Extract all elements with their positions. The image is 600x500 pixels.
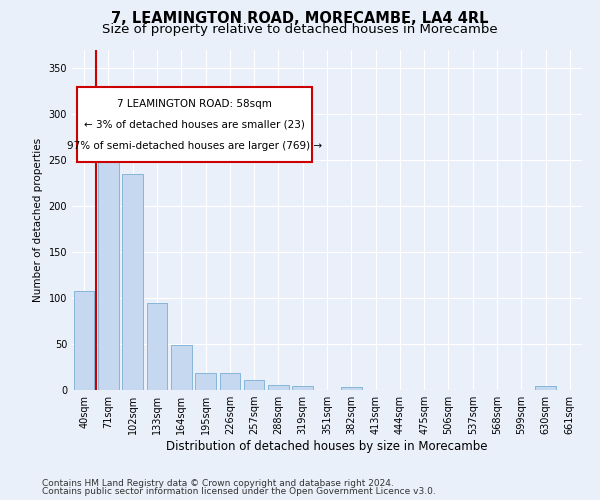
Bar <box>195 372 216 390</box>
FancyBboxPatch shape <box>77 88 312 162</box>
Y-axis label: Number of detached properties: Number of detached properties <box>33 138 43 302</box>
Bar <box>171 345 191 390</box>
Bar <box>341 387 362 390</box>
Bar <box>220 374 240 390</box>
Text: Contains public sector information licensed under the Open Government Licence v3: Contains public sector information licen… <box>42 487 436 496</box>
Bar <box>292 386 313 390</box>
Bar <box>98 132 119 390</box>
Text: Contains HM Land Registry data © Crown copyright and database right 2024.: Contains HM Land Registry data © Crown c… <box>42 478 394 488</box>
Text: 7 LEAMINGTON ROAD: 58sqm: 7 LEAMINGTON ROAD: 58sqm <box>117 99 272 109</box>
Text: 97% of semi-detached houses are larger (769) →: 97% of semi-detached houses are larger (… <box>67 140 322 150</box>
Bar <box>122 174 143 390</box>
Text: Size of property relative to detached houses in Morecambe: Size of property relative to detached ho… <box>102 22 498 36</box>
Text: ← 3% of detached houses are smaller (23): ← 3% of detached houses are smaller (23) <box>84 120 305 130</box>
Bar <box>74 291 94 390</box>
Bar <box>146 302 167 390</box>
Bar <box>535 386 556 390</box>
X-axis label: Distribution of detached houses by size in Morecambe: Distribution of detached houses by size … <box>166 440 488 453</box>
Bar <box>244 380 265 390</box>
Bar <box>268 386 289 390</box>
Text: 7, LEAMINGTON ROAD, MORECAMBE, LA4 4RL: 7, LEAMINGTON ROAD, MORECAMBE, LA4 4RL <box>111 11 489 26</box>
